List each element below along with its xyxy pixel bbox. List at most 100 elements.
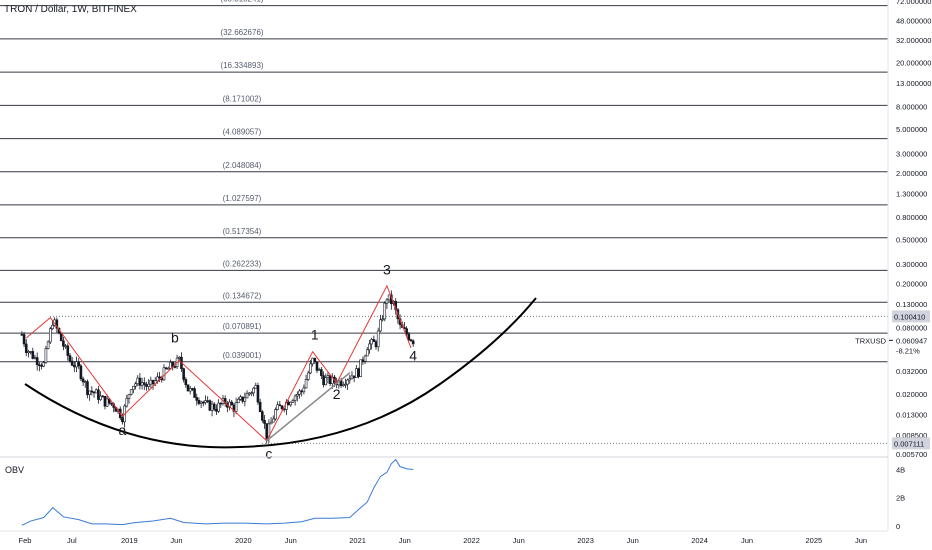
candle — [357, 367, 360, 379]
candle — [66, 343, 70, 361]
candle — [186, 384, 190, 392]
y-tick-label: 0.020000 — [896, 390, 927, 399]
candle — [73, 361, 76, 373]
candle — [195, 393, 199, 406]
x-tick-label: Feb — [19, 536, 32, 545]
y-tick-label: 0.013000 — [896, 410, 927, 419]
candle — [304, 374, 308, 389]
y-tick-label: 13.000000 — [896, 79, 931, 88]
candle — [245, 390, 249, 399]
y-tick-label: 0.130000 — [896, 300, 927, 309]
x-tick-label: 2021 — [349, 536, 366, 545]
candle — [151, 379, 155, 390]
obv-tick-label: 4B — [896, 465, 905, 474]
candle — [226, 401, 229, 413]
wave-label: 1 — [311, 327, 319, 343]
wave-label: 2 — [333, 386, 341, 402]
y-tick-label: 20.000000 — [896, 58, 931, 67]
candle — [199, 400, 203, 408]
candle — [291, 398, 295, 403]
y-tick-label: 48.000000 — [896, 16, 931, 25]
candle — [33, 354, 37, 360]
candle — [38, 362, 41, 372]
candle — [70, 356, 74, 367]
fib-level-label: (0.134672) — [223, 291, 262, 300]
candle — [88, 390, 91, 401]
y-tick-label: 0.008500 — [896, 431, 927, 440]
candle — [344, 378, 347, 389]
candle — [350, 371, 354, 380]
candle — [346, 378, 349, 390]
candle — [40, 363, 43, 370]
candle — [370, 337, 373, 350]
candle — [263, 415, 266, 429]
candle — [230, 399, 234, 406]
price-axis: 72.000000 48.000000 32.000000 20.000000 13.0… — [887, 0, 931, 530]
candle — [22, 332, 26, 347]
fib-level-label: (0.070891) — [223, 322, 262, 331]
candle — [363, 354, 367, 365]
obv-line — [21, 458, 414, 526]
candle — [162, 364, 166, 381]
x-tick-label: 2019 — [121, 536, 138, 545]
y-tick-label: 1.300000 — [896, 190, 927, 199]
candle — [247, 392, 251, 397]
candle — [129, 389, 133, 396]
candle — [29, 351, 32, 355]
y-tick-label: 8.000000 — [896, 102, 927, 111]
y-tick-label: 0.005700 — [896, 450, 927, 459]
candle — [383, 301, 387, 322]
wave-label: 3 — [383, 262, 391, 278]
fib-level-label: (4.089057) — [223, 128, 262, 137]
rounding-bottom-arc — [24, 297, 537, 449]
candle — [191, 387, 194, 392]
candle — [202, 400, 205, 407]
candle — [276, 401, 279, 411]
candle — [206, 396, 209, 404]
y-tick-label: 0.200000 — [896, 279, 927, 288]
candle — [125, 394, 129, 408]
candle — [239, 394, 242, 401]
candle — [215, 404, 218, 416]
candle — [317, 367, 321, 371]
candle — [77, 358, 81, 370]
candle — [193, 386, 196, 398]
candle — [256, 382, 260, 405]
y-tick-label: 0.080000 — [896, 323, 927, 332]
candle — [365, 347, 369, 357]
candle — [182, 367, 185, 383]
candle — [241, 396, 244, 404]
x-tick-label: 2020 — [235, 536, 252, 545]
candle — [289, 401, 293, 407]
candle — [86, 379, 89, 399]
time-axis: Feb Jul 2019 Jun 2020 Jun 2021 Jun 2022 Jun 2023 Ju… — [0, 530, 888, 545]
x-tick-label: Jun — [855, 536, 867, 545]
candle — [385, 298, 389, 309]
candle — [27, 349, 30, 358]
candle — [306, 370, 310, 381]
trend-line — [266, 372, 351, 442]
change-percent: -8.21% — [896, 346, 920, 355]
candle — [269, 417, 273, 425]
x-tick-label: Jun — [627, 536, 639, 545]
obv-tick-label: 0 — [896, 522, 900, 531]
x-tick-label: Jun — [170, 536, 182, 545]
candle — [374, 339, 378, 350]
candle — [309, 360, 312, 375]
y-tick-label: 2.000000 — [896, 169, 927, 178]
candle — [320, 367, 323, 379]
candle — [252, 386, 255, 397]
candle — [81, 376, 85, 387]
x-tick-label: Jul — [67, 536, 77, 545]
candle — [361, 356, 365, 365]
wave-label: 4 — [409, 348, 417, 364]
y-tick-label: 0.500000 — [896, 235, 927, 244]
candle — [311, 357, 314, 367]
fib-level-label: (2.048084) — [223, 161, 262, 170]
candle — [110, 402, 113, 406]
candle — [254, 382, 258, 389]
fib-level-label: (0.517354) — [223, 227, 262, 236]
candle — [302, 384, 306, 395]
candle — [134, 381, 137, 390]
